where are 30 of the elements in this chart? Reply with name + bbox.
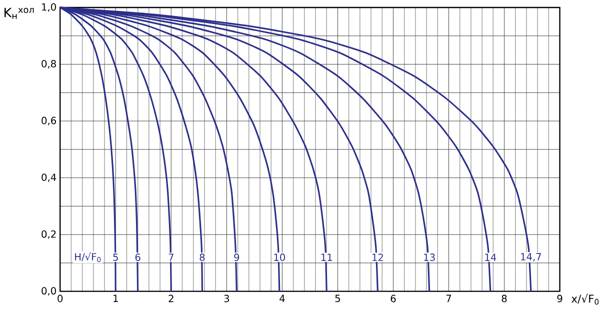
- x-tick-label: 8: [502, 294, 507, 302]
- x-tick-label: 9: [557, 294, 562, 302]
- x-tick-label: 1: [114, 294, 118, 302]
- y-axis-title: K$_{н}$хол: [4, 8, 34, 19]
- y-tick-label: 1,0: [42, 3, 56, 12]
- x-axis-title: x/√F$_{0}$: [571, 294, 599, 305]
- x-tick-label: 6: [390, 294, 396, 302]
- x-tick-label: 7: [446, 294, 452, 302]
- series-label: 5: [113, 254, 118, 261]
- y-tick-label: 0,2: [42, 230, 56, 239]
- series-label: 11: [321, 254, 332, 261]
- series-label: 14,7: [521, 253, 542, 262]
- y-tick-label: 0,6: [42, 116, 56, 126]
- series-label: 8: [200, 254, 205, 262]
- x-tick-label: 5: [335, 294, 340, 302]
- x-tick-label: 4: [280, 294, 285, 302]
- x-tick-label: 0: [58, 294, 63, 302]
- series-label: 13: [424, 254, 435, 262]
- x-tick-label: 2: [168, 294, 174, 302]
- series-label: 7: [168, 254, 174, 261]
- series-label: 14: [485, 254, 496, 261]
- series-label: 9: [234, 254, 240, 262]
- x-tick-label: 3: [224, 294, 230, 302]
- series-label: 12: [372, 254, 383, 261]
- series-label: 6: [135, 254, 140, 262]
- y-tick-label: 0,0: [42, 287, 56, 296]
- y-tick-label: 0,8: [42, 60, 56, 69]
- y-tick-label: 0,4: [42, 174, 56, 182]
- series-label: 10: [274, 254, 286, 262]
- annotation: H/√F$_{0}$: [75, 252, 101, 262]
